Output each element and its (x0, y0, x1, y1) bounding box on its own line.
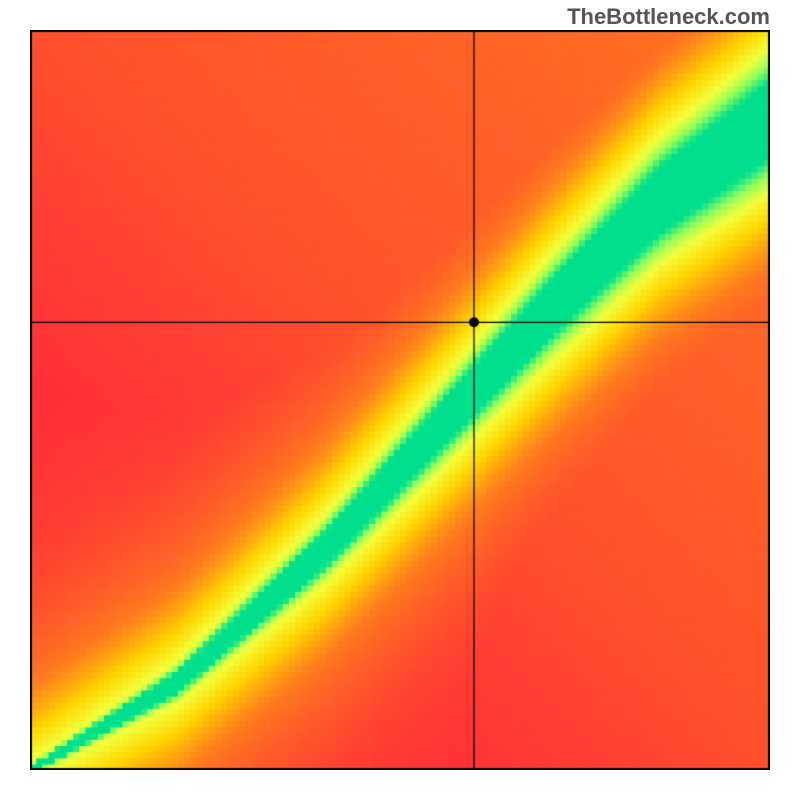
attribution-text: TheBottleneck.com (567, 4, 770, 30)
heatmap-canvas (30, 30, 770, 770)
bottleneck-heatmap (30, 30, 770, 770)
